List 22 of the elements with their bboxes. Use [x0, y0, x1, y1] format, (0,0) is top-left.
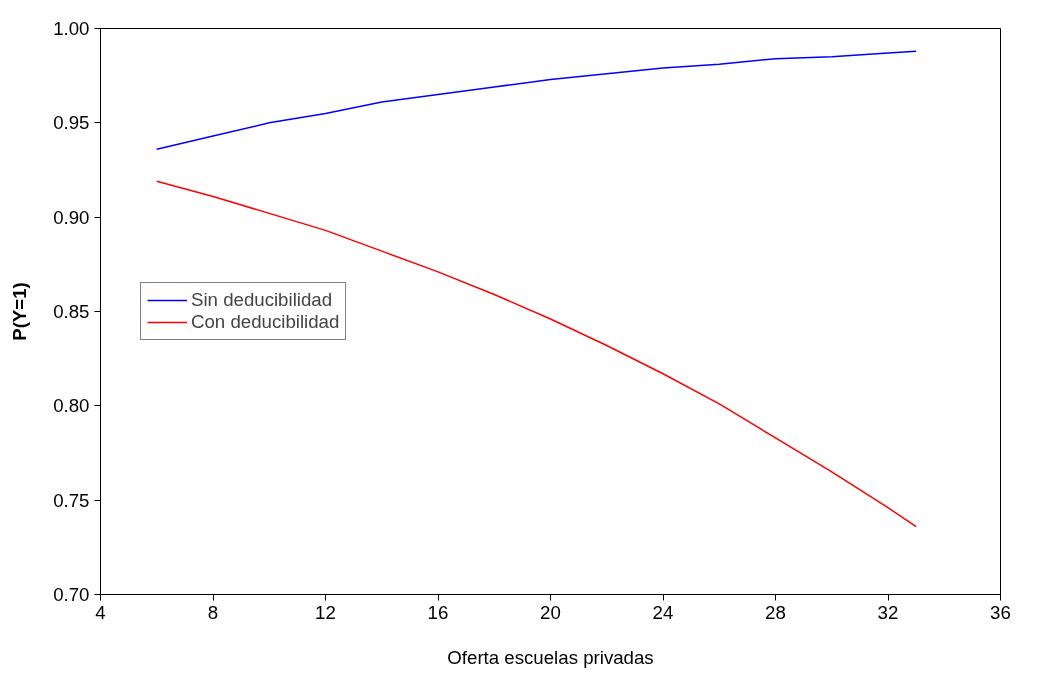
y-tick-label: 1.00 — [53, 18, 90, 39]
y-axis-title: P(Y=1) — [9, 282, 31, 341]
line-series — [156, 50, 917, 150]
x-tick-label: 4 — [95, 601, 106, 623]
y-tick-label: 0.70 — [53, 584, 90, 605]
y-tick-label: 0.90 — [53, 206, 90, 228]
x-tick-label: 28 — [765, 601, 786, 623]
x-axis-title: Oferta escuelas privadas — [447, 646, 654, 668]
x-tick-label: 32 — [877, 601, 899, 623]
y-tick-label: 0.95 — [53, 112, 90, 134]
x-tick-label: 36 — [990, 601, 1011, 623]
line-series — [156, 180, 917, 528]
legend-label: Sin deducibilidad — [191, 289, 333, 311]
x-tick-label: 16 — [427, 601, 449, 623]
y-tick-label: 0.75 — [53, 489, 90, 511]
x-tick-label: 20 — [540, 601, 561, 623]
y-tick-label: 0.80 — [53, 395, 90, 417]
x-tick-label: 12 — [315, 601, 336, 623]
x-tick-label: 8 — [207, 601, 219, 623]
x-tick-label: 24 — [652, 601, 674, 623]
legend-label: Con deducibilidad — [191, 311, 340, 333]
y-tick-label: 0.85 — [53, 301, 90, 322]
